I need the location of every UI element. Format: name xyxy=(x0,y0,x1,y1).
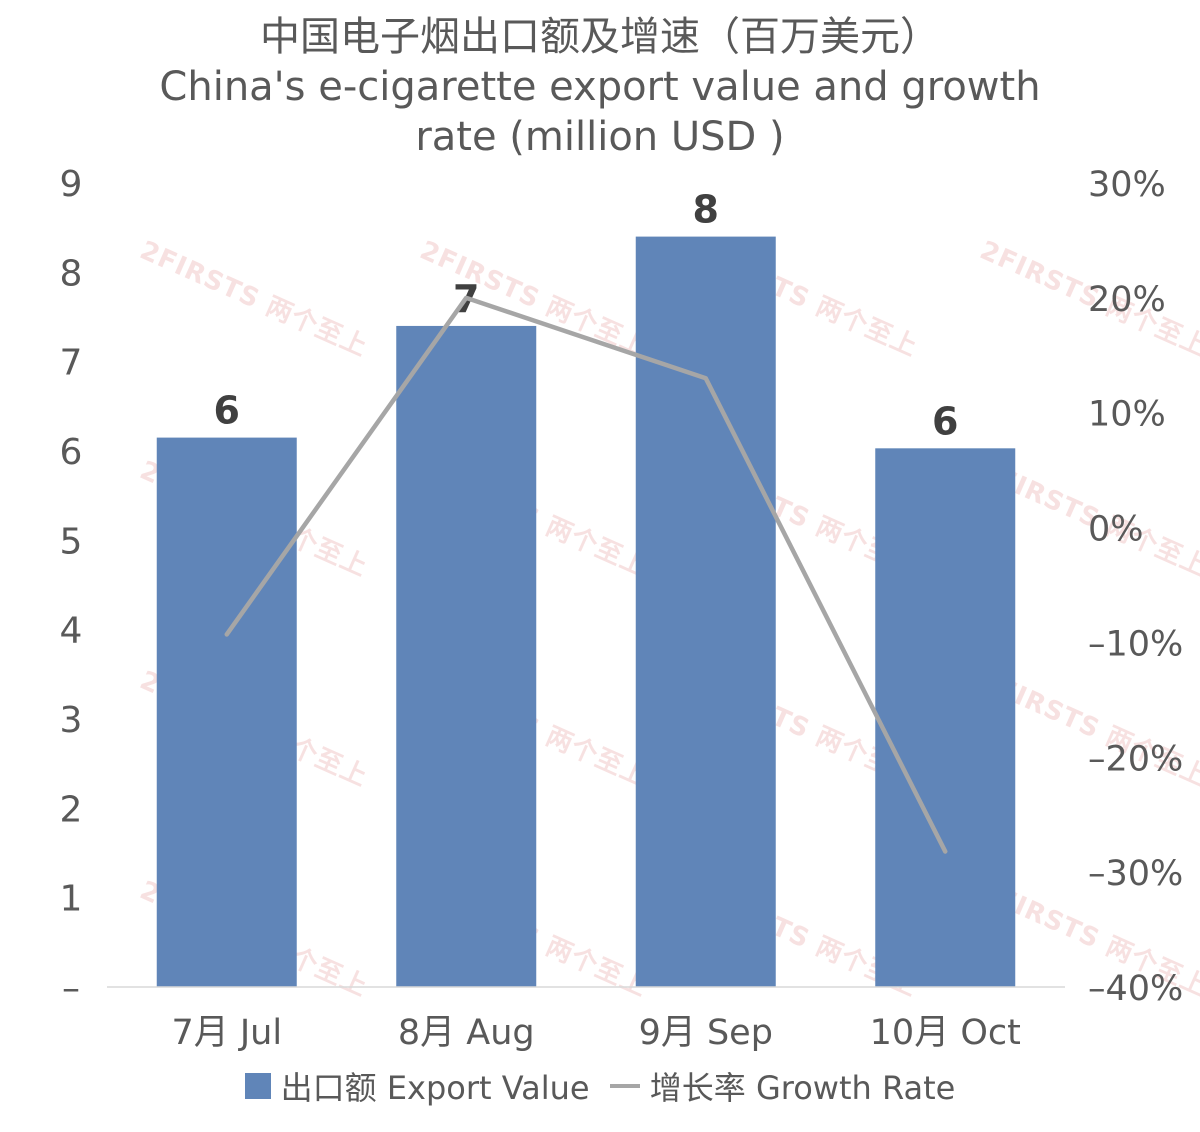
y-right-tick-label: –40% xyxy=(1088,969,1183,1009)
bar-data-label: 8 xyxy=(693,188,719,232)
y-right-tick-label: 30% xyxy=(1088,165,1166,205)
legend-item-export-value: 出口额 Export Value xyxy=(244,1063,590,1111)
y-right-tick-label: –20% xyxy=(1088,739,1183,779)
y-left-tick-label: 1 xyxy=(60,879,83,920)
x-tick-label: 9月 Sep xyxy=(639,1013,773,1053)
bar xyxy=(156,437,297,988)
y-left-tick-label: 7 xyxy=(60,343,83,384)
chart-subtitle-line-1: China's e-cigarette export value and gro… xyxy=(159,64,1041,110)
x-tick-label: 10月 Oct xyxy=(870,1013,1021,1053)
legend-label-export-value: 出口额 Export Value xyxy=(280,1069,590,1107)
y-right-tick-label: –30% xyxy=(1088,854,1183,894)
x-tick-label: 8月 Aug xyxy=(398,1013,535,1053)
y-left-tick-label: 5 xyxy=(60,521,83,562)
y-right-tick-label: 0% xyxy=(1088,510,1144,550)
legend-swatch-bar xyxy=(244,1073,271,1099)
bar-data-label: 6 xyxy=(932,399,958,443)
legend-label-growth-rate: 增长率 Growth Rate xyxy=(649,1069,956,1107)
y-left-tick-label: 9 xyxy=(60,164,83,205)
legend-swatch-line xyxy=(609,1084,640,1088)
chart-title: 中国电子烟出口额及增速（百万美元） xyxy=(260,14,940,60)
bar-data-label: 6 xyxy=(214,389,240,433)
bar xyxy=(396,325,537,987)
legend: 出口额 Export Value 增长率 Growth Rate xyxy=(0,1062,1200,1111)
y-right-tick-label: 20% xyxy=(1088,280,1166,320)
y-left-tick-label: 6 xyxy=(60,432,83,473)
y-left-tick-label: 3 xyxy=(60,700,83,741)
legend-item-growth-rate: 增长率 Growth Rate xyxy=(600,1063,956,1111)
y-right-tick-label: 10% xyxy=(1088,395,1166,435)
chart-subtitle-line-2: rate (million USD ) xyxy=(415,114,785,160)
bar xyxy=(875,448,1016,987)
x-tick-label: 7月 Jul xyxy=(171,1013,282,1053)
bar xyxy=(635,236,776,988)
y-left-tick-label: 8 xyxy=(60,253,83,294)
y-left-tick-label: 2 xyxy=(60,789,83,830)
y-left-tick-label: – xyxy=(62,968,80,1009)
y-left-tick-label: 4 xyxy=(60,611,83,652)
growth-rate-line xyxy=(224,295,948,854)
y-right-tick-label: –10% xyxy=(1088,624,1183,664)
